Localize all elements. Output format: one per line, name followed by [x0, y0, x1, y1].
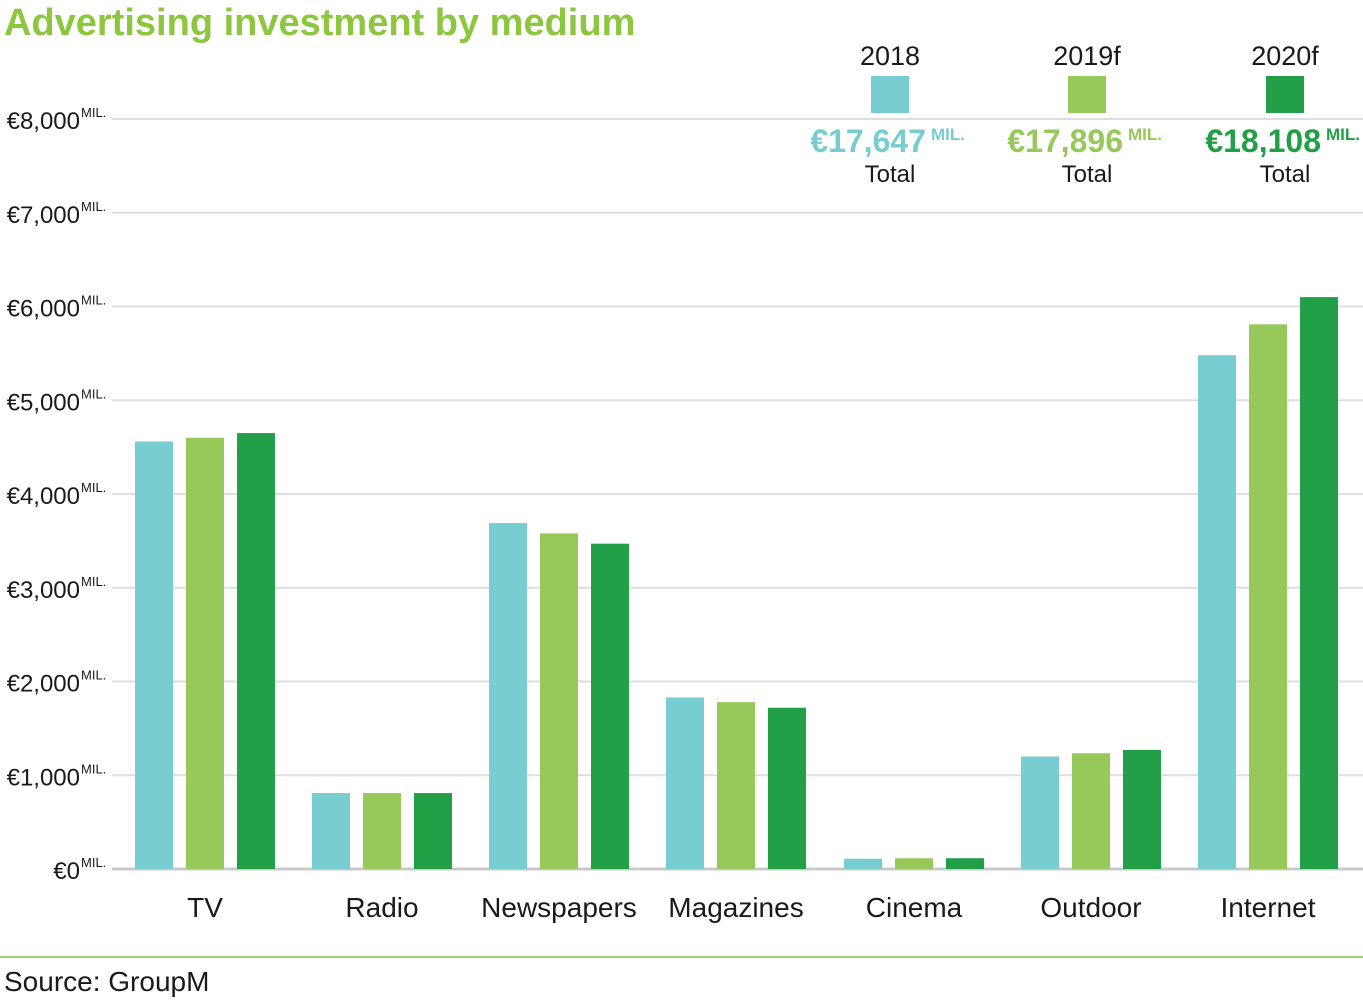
- bar-2020f-internet: [1300, 297, 1338, 869]
- bar-2019f-radio: [363, 793, 401, 869]
- legend-total-label: Total: [1260, 161, 1311, 188]
- y-tick-label: €1,000: [7, 764, 80, 791]
- bar-2020f-outdoor: [1123, 749, 1161, 869]
- bar-2019f-newspapers: [540, 533, 578, 869]
- legend-label: 2020f: [1251, 41, 1319, 71]
- y-tick-label: €2,000: [7, 671, 80, 698]
- x-tick-label: Radio: [345, 892, 418, 923]
- y-tick-unit: MIL.: [81, 574, 106, 589]
- y-tick-label: €8,000: [7, 108, 80, 135]
- legend-swatch: [871, 76, 909, 113]
- x-tick-label: Magazines: [668, 892, 803, 923]
- bar-2020f-magazines: [768, 707, 806, 869]
- y-tick-unit: MIL.: [81, 761, 106, 776]
- y-tick-label: €6,000: [7, 296, 80, 323]
- y-tick-unit: MIL.: [81, 105, 106, 120]
- bar-2020f-newspapers: [591, 543, 629, 869]
- legend-total-unit: MIL.: [1326, 125, 1360, 144]
- y-tick-label: €5,000: [7, 389, 80, 416]
- x-tick-label: Internet: [1221, 892, 1316, 923]
- bar-2018-magazines: [666, 697, 704, 869]
- legend-total-unit: MIL.: [1128, 125, 1162, 144]
- bar-2019f-cinema: [895, 858, 933, 869]
- chart-title: Advertising investment by medium: [4, 2, 636, 44]
- y-tick-unit: MIL.: [81, 480, 106, 495]
- legend-total-unit: MIL.: [931, 125, 965, 144]
- y-tick-unit: MIL.: [81, 386, 106, 401]
- bar-2019f-internet: [1249, 324, 1287, 869]
- bar-2018-outdoor: [1021, 756, 1059, 869]
- y-tick-label: €3,000: [7, 577, 80, 604]
- y-tick-label: €7,000: [7, 202, 80, 229]
- y-tick-unit: MIL.: [81, 293, 106, 308]
- bar-2019f-outdoor: [1072, 753, 1110, 869]
- x-tick-label: Outdoor: [1040, 892, 1141, 923]
- x-tick-label: Cinema: [866, 892, 963, 923]
- y-tick-unit: MIL.: [81, 855, 106, 870]
- y-tick-unit: MIL.: [81, 199, 106, 214]
- bar-2020f-radio: [414, 793, 452, 869]
- y-tick-label: €0: [53, 858, 80, 885]
- legend-total-value: €17,647: [810, 123, 926, 159]
- bar-2018-newspapers: [489, 523, 527, 869]
- x-tick-label: Newspapers: [481, 892, 637, 923]
- bar-2020f-cinema: [946, 858, 984, 869]
- legend-label: 2018: [860, 41, 920, 71]
- bar-2018-cinema: [844, 858, 882, 869]
- bar-2018-radio: [312, 793, 350, 869]
- bar-2018-internet: [1198, 355, 1236, 869]
- source-note: Source: GroupM: [4, 966, 210, 997]
- legend-swatch: [1068, 76, 1106, 113]
- footer-divider: [0, 956, 1363, 958]
- legend-total-value: €17,896: [1007, 123, 1123, 159]
- legend-label: 2019f: [1053, 41, 1121, 71]
- y-tick-unit: MIL.: [81, 668, 106, 683]
- legend-total-label: Total: [1062, 161, 1113, 188]
- bar-2020f-tv: [237, 433, 275, 869]
- legend-swatch: [1266, 76, 1304, 113]
- y-tick-label: €4,000: [7, 483, 80, 510]
- legend-total-value: €18,108: [1205, 123, 1321, 159]
- legend-total-label: Total: [865, 161, 916, 188]
- bar-2019f-tv: [186, 437, 224, 869]
- bar-2018-tv: [135, 441, 173, 869]
- bar-2019f-magazines: [717, 702, 755, 869]
- x-tick-label: TV: [187, 892, 223, 923]
